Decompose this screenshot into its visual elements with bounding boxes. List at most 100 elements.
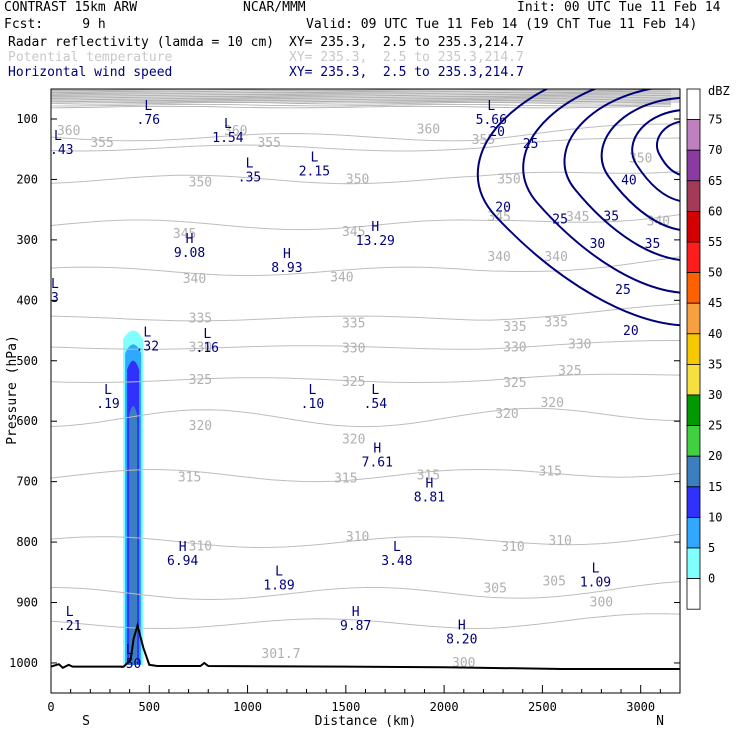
theta-contour-label: 310 — [346, 530, 369, 545]
pressure-center-value: 5.66 — [476, 113, 507, 128]
theta-contour-label: 330 — [503, 340, 526, 355]
valid-time: Valid: 09 UTC Tue 11 Feb 14 (19 ChT Tue … — [306, 17, 698, 32]
pressure-center-type: L — [144, 99, 152, 114]
south-end-label: S — [82, 714, 90, 729]
y-tick-label: 100 — [16, 112, 38, 126]
colorbar-swatch — [686, 578, 701, 610]
pressure-center-value: 7.61 — [362, 456, 393, 471]
field-wind-xy: XY= 235.3, 2.5 to 235.3,214.7 — [289, 65, 524, 80]
wind-contour-line — [522, 89, 680, 294]
pressure-center-value: 8.20 — [446, 633, 477, 648]
pressure-center-value: .21 — [58, 619, 81, 634]
pressure-center-type: L — [592, 561, 600, 576]
pressure-center-type: H — [371, 220, 379, 235]
colorbar-swatch — [686, 486, 701, 518]
theta-contour-label: 320 — [189, 419, 212, 434]
wind-contour-label: 25 — [523, 137, 539, 152]
theta-contour-label: 335 — [503, 320, 526, 335]
colorbar-swatch — [686, 333, 701, 365]
pressure-center-value: 3.48 — [381, 554, 412, 569]
init-time: Init: 00 UTC Tue 11 Feb 14 — [517, 0, 721, 15]
x-tick-label: 1500 — [331, 700, 360, 714]
pressure-center-value: 3 — [51, 291, 59, 306]
theta-contour-label: 300 — [452, 656, 475, 671]
pressure-center-type: L — [393, 540, 401, 555]
theta-contour-line — [51, 303, 680, 322]
field-reflectivity-xy: XY= 235.3, 2.5 to 235.3,214.7 — [289, 35, 524, 50]
pressure-center-type: H — [283, 247, 291, 262]
reflectivity-band-20dbz — [129, 406, 138, 665]
theta-band-line — [51, 92, 672, 96]
x-axis-label: Distance (km) — [315, 714, 417, 729]
y-tick-label: 200 — [16, 172, 38, 186]
theta-contour-label: 350 — [346, 172, 369, 187]
colorbar-level: 35 — [708, 357, 722, 371]
theta-contour-line — [51, 373, 680, 384]
theta-band-line — [51, 89, 672, 92]
theta-band-line — [51, 90, 671, 94]
field-theta-xy: XY= 235.3, 2.5 to 235.3,214.7 — [289, 50, 524, 65]
y-axis-label: Pressure (hPa) — [5, 335, 20, 445]
pressure-center-value: 6.94 — [167, 554, 198, 569]
theta-contour-label: 320 — [342, 432, 365, 447]
pressure-center-value: 8.93 — [271, 261, 302, 276]
colorbar-level: 0 — [708, 572, 715, 586]
wind-contour-label: 20 — [623, 324, 639, 339]
theta-contour-label: 340 — [183, 272, 206, 287]
y-tick-label: 500 — [16, 354, 38, 368]
theta-contour-line — [51, 613, 680, 630]
theta-contour-label: 320 — [540, 396, 563, 411]
theta-contour-line — [51, 171, 680, 185]
y-tick-label: 700 — [16, 475, 38, 489]
theta-contour-label: 301.7 — [261, 647, 300, 662]
pressure-center-value: 2.15 — [299, 164, 330, 179]
pressure-center-type: L — [143, 326, 151, 341]
pressure-center-type: L — [310, 150, 318, 165]
pressure-center-value: 1.09 — [580, 575, 611, 590]
pressure-center-type: L — [487, 99, 495, 114]
theta-contour-label: 310 — [501, 540, 524, 555]
theta-contour-label: 345 — [342, 225, 365, 240]
pressure-center-type: L — [54, 129, 62, 144]
x-tick-label: 2500 — [528, 700, 557, 714]
theta-contour-label: 335 — [189, 311, 212, 326]
theta-contour-line — [51, 256, 680, 276]
theta-band-line — [51, 98, 672, 101]
pressure-center-type: H — [186, 232, 194, 247]
colorbar-swatch — [686, 210, 701, 243]
terrain-line — [51, 621, 680, 670]
wind-contour-label: 35 — [645, 237, 661, 252]
pressure-center-value: .35 — [238, 170, 261, 185]
pressure-center-value: 9.87 — [340, 619, 371, 634]
theta-contour-line — [51, 137, 680, 152]
colorbar-level: 55 — [708, 235, 722, 249]
wind-contour-line — [563, 89, 680, 261]
forecast-hour: Fcst: 9 h — [4, 17, 106, 32]
colorbar-swatch — [686, 547, 701, 580]
theta-contour-label: 330 — [568, 337, 591, 352]
theta-contour-label: 325 — [558, 364, 581, 379]
theta-contour-label: 345 — [566, 210, 589, 225]
wind-contour-line — [476, 89, 680, 327]
pressure-center-value: .50 — [118, 657, 141, 672]
theta-contour-line — [51, 407, 680, 428]
pressure-center-value: .54 — [364, 397, 388, 412]
pressure-center-type: L — [203, 327, 211, 342]
colorbar-level: 25 — [708, 419, 722, 433]
pressure-center-value: 13.29 — [356, 234, 395, 249]
x-tick-label: 2000 — [430, 700, 459, 714]
pressure-center-type: L — [51, 277, 59, 292]
wind-contour-label: 20 — [489, 125, 505, 140]
theta-contour-line — [51, 340, 680, 350]
colorbar-swatch — [686, 302, 701, 335]
theta-contour-line — [51, 581, 680, 601]
field-theta-name: Potential temperature — [8, 50, 173, 65]
org-label: NCAR/MMM — [243, 0, 306, 15]
theta-band-line — [51, 105, 672, 109]
pressure-center-value: 8.81 — [414, 491, 445, 506]
colorbar-unit: dBZ — [708, 84, 730, 98]
theta-contour-line — [51, 123, 680, 142]
theta-contour-label: 315 — [539, 464, 562, 479]
